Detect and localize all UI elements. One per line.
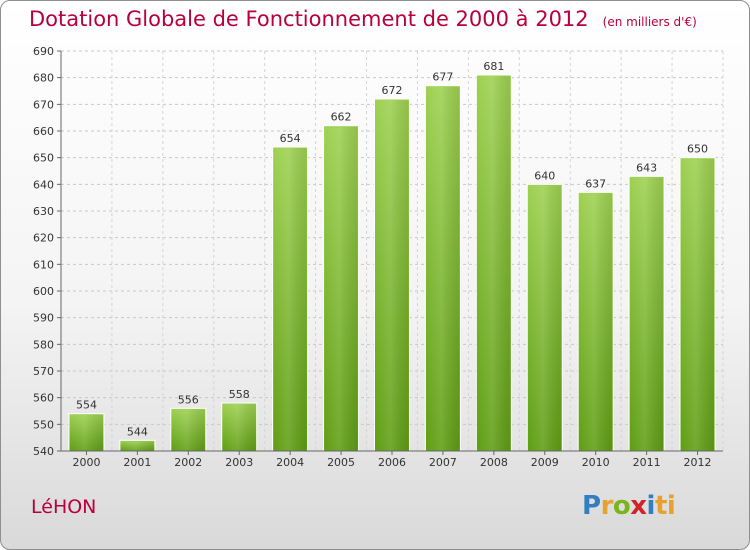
bar-shine <box>120 441 154 451</box>
chart-title: Dotation Globale de Fonctionnement de 20… <box>29 7 697 31</box>
bar-value-label: 556 <box>178 393 199 406</box>
commune-name: LéHON <box>31 496 97 518</box>
logo-letter: x <box>630 491 647 521</box>
y-tick-label: 660 <box>33 125 54 138</box>
x-tick-label: 2004 <box>276 456 304 469</box>
x-tick-label: 2007 <box>429 456 457 469</box>
chart-unit-label: (en milliers d'€) <box>602 15 697 29</box>
bar-shine <box>579 193 613 452</box>
y-tick-label: 600 <box>33 285 54 298</box>
bar-shine <box>681 158 715 451</box>
x-tick-label: 2012 <box>684 456 712 469</box>
x-tick-label: 2002 <box>174 456 202 469</box>
y-tick-label: 690 <box>33 45 54 58</box>
x-tick-label: 2005 <box>327 456 355 469</box>
value-labels: 554 544 556 558 654 662 672 677 681 640 637 643 650 <box>76 60 708 438</box>
x-tick-label: 2003 <box>225 456 253 469</box>
logo-letter: ti <box>654 491 676 521</box>
y-tick-label: 540 <box>33 445 54 458</box>
y-tick-label: 630 <box>33 205 54 218</box>
bar-value-label: 558 <box>229 388 250 401</box>
x-tick-label: 2011 <box>633 456 661 469</box>
bar-value-label: 637 <box>585 177 606 190</box>
y-tick-label: 570 <box>33 365 54 378</box>
bar-shine <box>477 76 511 451</box>
bar-shine <box>222 404 256 451</box>
y-tick-label: 580 <box>33 338 54 351</box>
axes: 540 550 560 570 580 590 600 610 620 630 640 650 660 6… <box>33 45 723 469</box>
x-tick-label: 2000 <box>72 456 100 469</box>
y-tick-label: 560 <box>33 392 54 405</box>
bars <box>68 74 716 452</box>
y-tick-label: 620 <box>33 232 54 245</box>
bar-value-label: 544 <box>127 425 148 438</box>
x-tick-label: 2001 <box>123 456 151 469</box>
bar-value-label: 677 <box>432 71 453 84</box>
logo-letter: i <box>646 491 656 521</box>
logo-letter: r <box>600 491 614 521</box>
bar-value-label: 640 <box>534 169 555 182</box>
bar-value-label: 643 <box>636 161 657 174</box>
bar-shine <box>528 185 562 452</box>
y-tick-label: 680 <box>33 72 54 85</box>
bar-shine <box>426 86 460 452</box>
bar-shine <box>375 100 409 451</box>
chart-title-text: Dotation Globale de Fonctionnement de 20… <box>29 7 589 31</box>
proxiti-logo: Proxiti <box>582 491 676 521</box>
x-tick-label: 2008 <box>480 456 508 469</box>
bar-shine <box>69 414 103 451</box>
y-tick-label: 590 <box>33 312 54 325</box>
bar-shine <box>273 148 307 451</box>
bar-value-label: 654 <box>280 132 301 145</box>
bar-value-label: 681 <box>483 60 504 73</box>
bar-value-label: 662 <box>331 111 352 124</box>
x-tick-label: 2010 <box>582 456 610 469</box>
bar-shine <box>171 409 205 451</box>
y-tick-label: 610 <box>33 258 54 271</box>
x-tick-label: 2006 <box>378 456 406 469</box>
y-tick-label: 670 <box>33 98 54 111</box>
x-tick-label: 2009 <box>531 456 559 469</box>
bar-value-label: 672 <box>382 84 403 97</box>
bar-shine <box>324 126 358 452</box>
logo-letter: o <box>612 491 631 521</box>
y-tick-label: 650 <box>33 152 54 165</box>
bar-value-label: 554 <box>76 399 97 412</box>
y-tick-label: 640 <box>33 178 54 191</box>
logo-letter: P <box>582 491 601 521</box>
bar-value-label: 650 <box>687 143 708 156</box>
bar-shine <box>630 177 664 452</box>
y-tick-label: 550 <box>33 418 54 431</box>
